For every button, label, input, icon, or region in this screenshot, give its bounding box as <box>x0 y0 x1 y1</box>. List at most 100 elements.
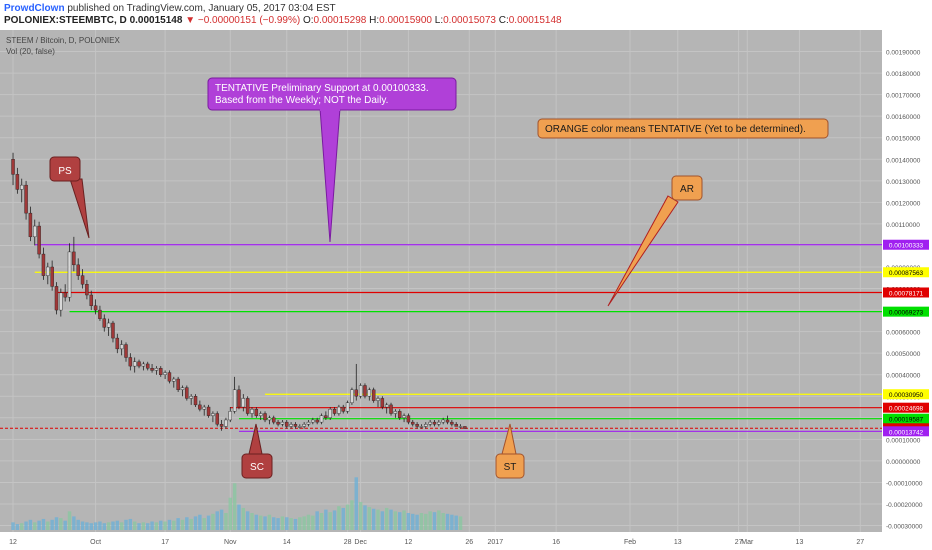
ps-callout[interactable]: PS <box>49 156 90 239</box>
y-tick-label-22: -0.00030000 <box>886 524 923 531</box>
candle-body-5 <box>33 225 37 238</box>
candle-body-30 <box>141 363 146 367</box>
candle-body-12 <box>63 292 67 298</box>
x-tick-label-0: 12 <box>9 539 17 546</box>
ohlc-line: POLONIEX:STEEMBTC, D 0.00015148 ▼ −0.000… <box>4 15 562 26</box>
low-value: 0.00015073 <box>443 15 496 26</box>
close-label: C: <box>498 15 509 26</box>
candle-body-103 <box>458 426 463 428</box>
candle-body-87 <box>389 404 393 414</box>
candle-body-11 <box>59 292 63 311</box>
sc-callout[interactable]: SC <box>241 423 273 479</box>
volume-bar-64 <box>289 518 293 530</box>
candle-body-34 <box>159 368 163 375</box>
symbol-label: POLONIEX:STEEMBTC, D <box>4 15 127 26</box>
candle-body-20 <box>98 309 102 319</box>
chart-area[interactable]: 0.00190000 0.00180000 0.00170000 0.00160000… <box>0 30 932 550</box>
volume-title: Vol (20, false) <box>6 47 55 56</box>
support-callout-line2: Based from the Weekly; NOT the Daily. <box>215 95 388 106</box>
candle-body-52 <box>237 389 241 408</box>
volume-bar-28 <box>132 521 137 530</box>
volume-bar-22 <box>106 522 111 530</box>
candle-body-27 <box>128 357 133 367</box>
orange-note[interactable]: ORANGE color means TENTATIVE (Yet to be … <box>537 118 829 139</box>
candle-body-88 <box>393 411 398 414</box>
plot-background <box>0 30 882 532</box>
level-label-bg-2 <box>883 287 929 298</box>
ar-callout[interactable]: AR <box>607 175 703 307</box>
candle-body-60 <box>272 417 276 423</box>
volume-bar-48 <box>219 509 224 530</box>
candle-body-56 <box>254 408 259 416</box>
volume-bar-88 <box>393 511 398 530</box>
volume-bar-85 <box>380 511 385 530</box>
candle-body-90 <box>402 415 406 419</box>
candle-body-3 <box>24 184 28 214</box>
volume-bar-71 <box>319 513 324 530</box>
candle-body-92 <box>411 421 415 425</box>
volume-bar-54 <box>245 511 250 530</box>
volume-bar-41 <box>189 518 193 530</box>
x-tick-label-11: Feb <box>624 539 636 546</box>
close-value-c: 0.00015148 <box>508 15 562 26</box>
level-label-bg-6 <box>883 413 929 424</box>
volume-bar-4 <box>28 519 33 530</box>
level-label-bg-4 <box>883 389 929 400</box>
candle-body-71 <box>319 415 324 423</box>
candle-body-74 <box>332 408 337 414</box>
publisher-link[interactable]: ProwdClown <box>4 3 65 14</box>
y-tick-label-5: 0.00140000 <box>886 157 921 164</box>
volume-bar-36 <box>167 519 172 530</box>
volume-bar-9 <box>50 519 54 530</box>
candle-body-62 <box>280 421 285 425</box>
time-axis[interactable] <box>0 532 882 550</box>
y-tick-label-19: 0.00000000 <box>886 459 921 466</box>
volume-bar-60 <box>271 517 276 530</box>
support-callout[interactable]: TENTATIVE Preliminary Support at 0.00100… <box>207 77 457 243</box>
candle-body-86 <box>384 404 389 408</box>
candle-body-47 <box>215 413 219 425</box>
candle-body-98 <box>437 421 441 425</box>
volume-bar-101 <box>450 514 454 530</box>
chart-title: STEEM / Bitcoin, D, POLONIEX <box>6 36 120 45</box>
price-chart[interactable]: 0.00190000 0.00180000 0.00170000 0.00160000… <box>0 30 932 550</box>
x-tick-label-15: 13 <box>796 539 804 546</box>
x-tick-label-2: 17 <box>161 539 169 546</box>
candle-body-4 <box>28 212 33 238</box>
candle-body-0 <box>11 159 15 175</box>
volume-bar-46 <box>211 513 215 530</box>
open-label: O: <box>302 15 314 26</box>
volume-bar-79 <box>354 477 359 530</box>
volume-bar-84 <box>376 509 380 530</box>
candle-body-44 <box>202 406 206 410</box>
st-callout[interactable]: ST <box>495 423 525 479</box>
volume-bar-89 <box>397 512 402 530</box>
candle-body-49 <box>224 419 228 427</box>
candle-body-46 <box>211 413 215 416</box>
candle-body-79 <box>354 389 358 397</box>
volume-bar-83 <box>371 508 376 530</box>
volume-bar-55 <box>250 513 254 530</box>
candle-body-68 <box>306 421 311 425</box>
candle-body-57 <box>258 413 263 416</box>
candle-body-51 <box>232 389 237 412</box>
volume-bar-38 <box>176 518 180 530</box>
volume-bar-59 <box>267 514 272 530</box>
level-label-bg-8 <box>883 426 929 437</box>
x-tick-label-3: Nov <box>224 539 237 546</box>
sc-label: SC <box>250 462 264 473</box>
x-tick-label-13: 27 <box>735 539 743 546</box>
y-tick-label-20: -0.00010000 <box>886 480 923 487</box>
level-label-3: 0.00069273 <box>889 310 924 317</box>
candle-body-32 <box>150 368 154 371</box>
candle-body-73 <box>328 408 332 419</box>
candle-body-93 <box>415 424 419 427</box>
candle-body-40 <box>185 387 189 399</box>
x-tick-label-5: 28 <box>344 539 352 546</box>
candle-body-77 <box>345 402 350 412</box>
candle-body-23 <box>111 322 115 339</box>
candle-body-41 <box>189 396 193 399</box>
volume-bar-7 <box>41 518 46 530</box>
volume-bar-86 <box>384 507 389 530</box>
candle-body-96 <box>428 421 432 425</box>
